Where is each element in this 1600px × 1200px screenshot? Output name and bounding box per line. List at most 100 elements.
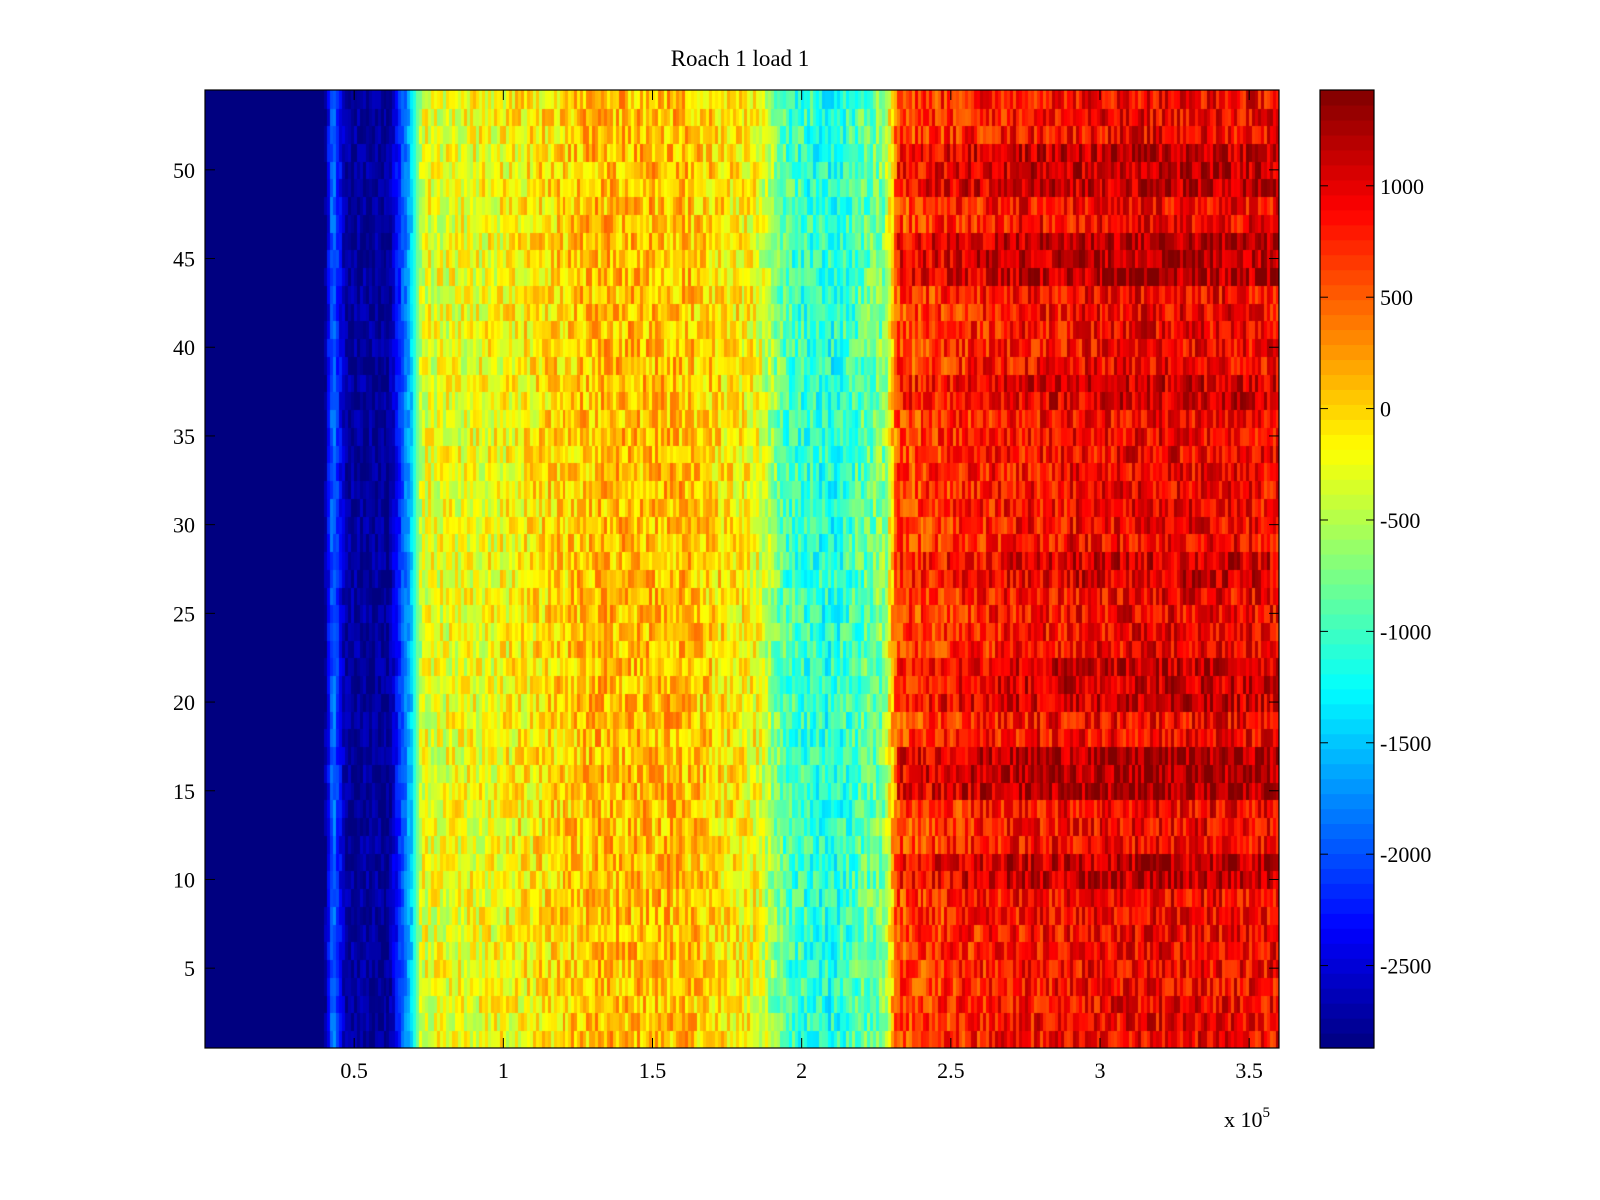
y-tick-label: 5 <box>184 956 195 981</box>
colorbar-band <box>1320 763 1374 780</box>
colorbar-band <box>1320 778 1374 795</box>
colorbar-tick-label: 500 <box>1380 285 1413 310</box>
x-multiplier-label: x 105 <box>1224 1105 1270 1132</box>
colorbar-tick-label: 1000 <box>1380 174 1424 199</box>
colorbar-band <box>1320 583 1374 600</box>
colorbar-band <box>1320 90 1374 106</box>
y-tick-label: 10 <box>173 867 195 892</box>
colorbar <box>1320 90 1374 1049</box>
colorbar-band <box>1320 314 1374 331</box>
colorbar-band <box>1320 808 1374 825</box>
colorbar-tick-label: -1000 <box>1380 619 1431 644</box>
colorbar-tick-label: 0 <box>1380 397 1391 422</box>
colorbar-band <box>1320 1018 1374 1034</box>
colorbar-band <box>1320 569 1374 585</box>
colorbar-band <box>1320 119 1374 136</box>
colorbar-band <box>1320 329 1374 346</box>
x-tick-label: 1 <box>498 1058 509 1083</box>
colorbar-band <box>1320 913 1374 929</box>
colorbar-band <box>1320 479 1374 495</box>
colorbar-band <box>1320 299 1374 316</box>
colorbar-band <box>1320 1003 1374 1019</box>
x-tick-label: 1.5 <box>639 1058 667 1083</box>
colorbar-band <box>1320 269 1374 286</box>
colorbar-band <box>1320 494 1374 510</box>
colorbar-band <box>1320 988 1374 1004</box>
colorbar-band <box>1320 284 1374 301</box>
y-tick-label: 15 <box>173 779 195 804</box>
colorbar-band <box>1320 104 1374 121</box>
colorbar-band <box>1320 1033 1374 1049</box>
y-tick-label: 25 <box>173 601 195 626</box>
colorbar-band <box>1320 149 1374 166</box>
colorbar-band <box>1320 928 1374 944</box>
x-axis: 0.5 1 1.5 2 2.5 3 3.5 <box>340 90 1263 1083</box>
colorbar-band <box>1320 823 1374 840</box>
x-tick-label: 2 <box>796 1058 807 1083</box>
y-tick-label: 30 <box>173 513 195 538</box>
chart-title: Roach 1 load 1 <box>671 46 810 71</box>
colorbar-band <box>1320 254 1374 271</box>
colorbar-band <box>1320 598 1374 615</box>
x-multiplier-exponent: 5 <box>1263 1105 1271 1121</box>
colorbar-band <box>1320 868 1374 884</box>
plot-frame <box>204 89 1280 1049</box>
colorbar-band <box>1320 748 1374 765</box>
x-tick-label: 3 <box>1095 1058 1106 1083</box>
x-tick-label: 3.5 <box>1235 1058 1263 1083</box>
colorbar-band <box>1320 374 1374 390</box>
y-axis: 5 10 15 20 25 30 35 40 45 50 <box>173 158 1279 981</box>
y-tick-label: 45 <box>173 247 195 272</box>
colorbar-band <box>1320 853 1374 869</box>
colorbar-band <box>1320 613 1374 630</box>
colorbar-band <box>1320 434 1374 450</box>
colorbar-band <box>1320 224 1374 241</box>
x-multiplier-base: x 10 <box>1224 1107 1263 1132</box>
colorbar-band <box>1320 943 1374 959</box>
colorbar-band <box>1320 209 1374 226</box>
colorbar-band <box>1320 898 1374 914</box>
colorbar-band <box>1320 464 1374 480</box>
y-tick-label: 20 <box>173 690 195 715</box>
colorbar-tick-label: -2000 <box>1380 842 1431 867</box>
colorbar-band <box>1320 419 1374 435</box>
colorbar-tick-label: -2500 <box>1380 954 1431 979</box>
colorbar-band <box>1320 793 1374 810</box>
colorbar-band <box>1320 718 1374 735</box>
colorbar-band <box>1320 344 1374 361</box>
colorbar-band <box>1320 509 1374 525</box>
colorbar-band <box>1320 628 1374 645</box>
colorbar-band <box>1320 134 1374 151</box>
colorbar-band <box>1320 239 1374 256</box>
x-tick-label: 2.5 <box>937 1058 965 1083</box>
colorbar-band <box>1320 359 1374 376</box>
colorbar-frame <box>1319 89 1375 1049</box>
colorbar-band <box>1320 554 1374 570</box>
colorbar-band <box>1320 673 1374 690</box>
colorbar-band <box>1320 643 1374 660</box>
colorbar-band <box>1320 733 1374 750</box>
colorbar-band <box>1320 658 1374 675</box>
colorbar-band <box>1320 179 1374 196</box>
colorbar-band <box>1320 389 1374 405</box>
colorbar-axis: 1000 500 0 -500 -1000 -1500 -2000 -2500 <box>1320 174 1431 979</box>
y-tick-label: 40 <box>173 335 195 360</box>
colorbar-band <box>1320 194 1374 211</box>
colorbar-band <box>1320 958 1374 974</box>
y-tick-label: 50 <box>173 158 195 183</box>
colorbar-band <box>1320 404 1374 420</box>
colorbar-band <box>1320 524 1374 540</box>
colorbar-band <box>1320 688 1374 705</box>
colorbar-band <box>1320 539 1374 555</box>
colorbar-band <box>1320 838 1374 855</box>
colorbar-tick-label: -500 <box>1380 508 1420 533</box>
heatmap <box>205 90 1279 1048</box>
heatmap-cells <box>205 90 1279 1048</box>
y-tick-label: 35 <box>173 424 195 449</box>
colorbar-band <box>1320 164 1374 181</box>
x-tick-label: 0.5 <box>340 1058 368 1083</box>
colorbar-band <box>1320 883 1374 899</box>
colorbar-band <box>1320 703 1374 720</box>
colorbar-band <box>1320 973 1374 989</box>
